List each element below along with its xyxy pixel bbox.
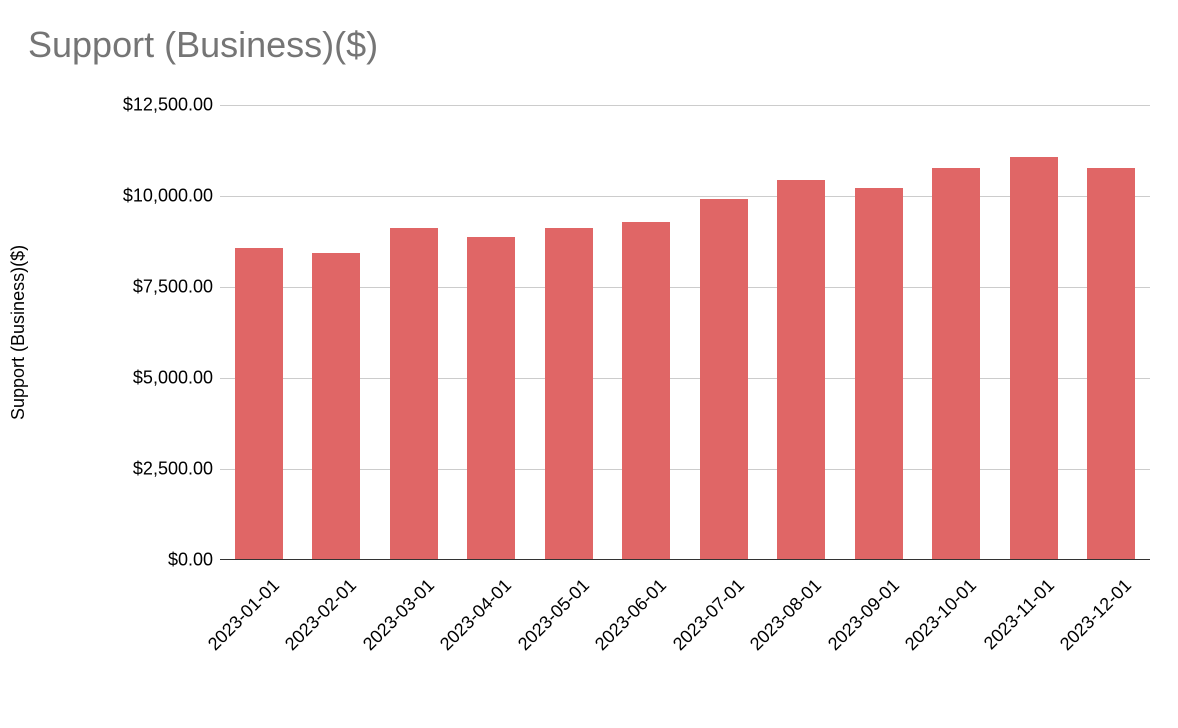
bar [312,253,360,559]
bar [235,248,283,559]
y-axis-label: Support (Business)($) [8,245,29,420]
bar [932,168,980,559]
bar [545,228,593,559]
bar [1087,168,1135,559]
y-tick-label: $7,500.00 [133,277,213,298]
bar-chart: Support (Business)($) Support (Business)… [0,0,1178,728]
y-tick-label: $2,500.00 [133,459,213,480]
y-tick-label: $0.00 [168,550,213,571]
y-tick-label: $10,000.00 [123,186,213,207]
plot-area [220,105,1150,560]
y-tick-label: $12,500.00 [123,95,213,116]
y-tick-label: $5,000.00 [133,368,213,389]
bar [777,180,825,559]
chart-title: Support (Business)($) [28,24,378,66]
bar [855,188,903,559]
bar [1010,157,1058,559]
bars-group [220,105,1150,559]
bar [467,237,515,559]
bar [390,228,438,559]
bar [700,199,748,559]
bar [622,222,670,559]
